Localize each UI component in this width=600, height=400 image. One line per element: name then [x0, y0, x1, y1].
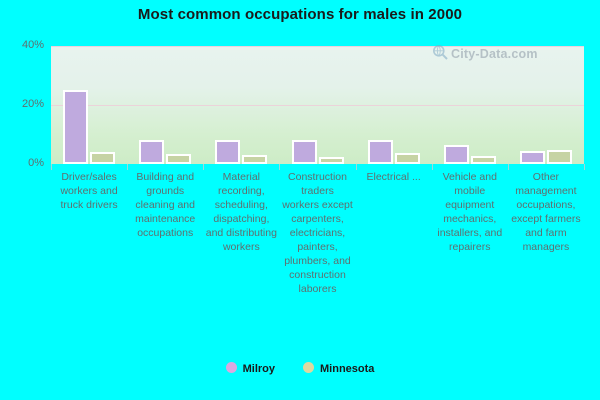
axis-tick: [355, 164, 357, 170]
bar-minnesota[interactable]: [166, 153, 192, 164]
axis-tick: [51, 164, 52, 170]
bar-milroy[interactable]: [215, 140, 241, 164]
x-axis-label: Other management occupations, except far…: [511, 171, 581, 253]
y-axis-tick-label: 20%: [21, 98, 44, 110]
legend-item-minnesota[interactable]: Minnesota: [303, 362, 374, 375]
y-axis-tick-label: 0%: [28, 157, 44, 169]
y-axis-labels: 0% 20% 40%: [0, 0, 48, 400]
bar-minnesota[interactable]: [470, 155, 496, 164]
bar-milroy[interactable]: [443, 144, 469, 164]
x-axis-label: Vehicle and mobile equipment mechanics, …: [437, 171, 503, 253]
plot-area: [51, 46, 584, 164]
bar-minnesota[interactable]: [90, 151, 116, 164]
axis-tick: [584, 164, 585, 170]
axis-tick: [431, 164, 433, 170]
chart-title: Most common occupations for males in 200…: [137, 6, 463, 23]
gridline: [51, 46, 584, 47]
gridline: [51, 105, 584, 106]
bar-milroy[interactable]: [139, 139, 165, 164]
bar-minnesota[interactable]: [546, 150, 572, 164]
axis-tick: [507, 164, 509, 170]
legend-item-milroy[interactable]: Milroy: [225, 362, 275, 375]
bar-milroy[interactable]: [291, 140, 317, 164]
axis-tick: [203, 164, 205, 170]
legend-label: Minnesota: [320, 363, 375, 375]
x-axis-label: Building and grounds cleaning and mainte…: [135, 171, 196, 239]
bar-minnesota[interactable]: [318, 156, 344, 164]
x-axis-label: Construction traders workers except carp…: [282, 171, 353, 295]
axis-tick: [127, 164, 129, 170]
axis-tick: [279, 164, 281, 170]
legend-label: Milroy: [242, 363, 275, 375]
bar-minnesota[interactable]: [242, 154, 268, 164]
bar-minnesota[interactable]: [394, 152, 420, 164]
y-axis-tick-label: 40%: [21, 39, 44, 51]
bar-milroy[interactable]: [367, 140, 393, 164]
chart-legend: Milroy Minnesota: [0, 362, 600, 375]
bar-milroy[interactable]: [519, 151, 545, 164]
x-axis-label: Material recording, scheduling, dispatch…: [205, 171, 277, 253]
legend-swatch-icon: [303, 362, 314, 373]
x-axis-category-labels: Driver/sales workers and truck drivers Bu…: [51, 170, 584, 350]
x-axis-label: Electrical ...: [366, 171, 421, 183]
bar-milroy[interactable]: [63, 89, 89, 164]
legend-swatch-icon: [225, 362, 237, 373]
x-axis-label: Driver/sales workers and truck drivers: [60, 171, 118, 211]
